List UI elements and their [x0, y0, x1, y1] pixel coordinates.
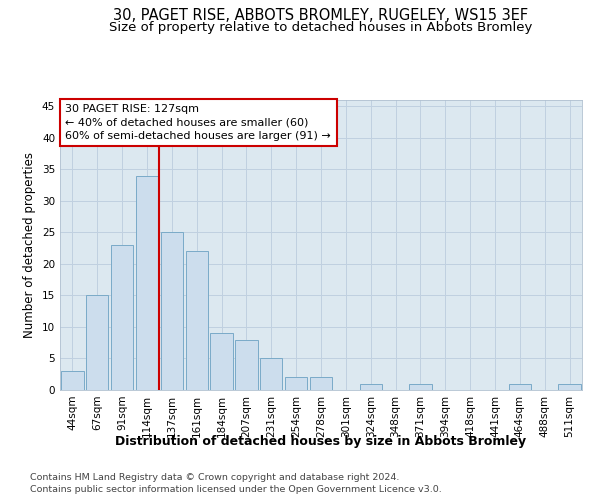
Bar	[285, 378, 307, 390]
Bar	[211, 334, 233, 390]
Text: Contains public sector information licensed under the Open Government Licence v3: Contains public sector information licen…	[30, 485, 442, 494]
Text: Distribution of detached houses by size in Abbots Bromley: Distribution of detached houses by size …	[115, 435, 527, 448]
Bar	[161, 232, 183, 390]
Text: 30, PAGET RISE, ABBOTS BROMLEY, RUGELEY, WS15 3EF: 30, PAGET RISE, ABBOTS BROMLEY, RUGELEY,…	[113, 8, 529, 22]
Bar	[235, 340, 257, 390]
Bar	[359, 384, 382, 390]
Bar	[61, 371, 83, 390]
Bar	[509, 384, 531, 390]
Bar	[136, 176, 158, 390]
Y-axis label: Number of detached properties: Number of detached properties	[23, 152, 37, 338]
Bar	[409, 384, 431, 390]
Text: 30 PAGET RISE: 127sqm
← 40% of detached houses are smaller (60)
60% of semi-deta: 30 PAGET RISE: 127sqm ← 40% of detached …	[65, 104, 331, 141]
Bar	[559, 384, 581, 390]
Bar	[111, 245, 133, 390]
Text: Contains HM Land Registry data © Crown copyright and database right 2024.: Contains HM Land Registry data © Crown c…	[30, 472, 400, 482]
Text: Size of property relative to detached houses in Abbots Bromley: Size of property relative to detached ho…	[109, 21, 533, 34]
Bar	[185, 252, 208, 390]
Bar	[310, 378, 332, 390]
Bar	[86, 296, 109, 390]
Bar	[260, 358, 283, 390]
